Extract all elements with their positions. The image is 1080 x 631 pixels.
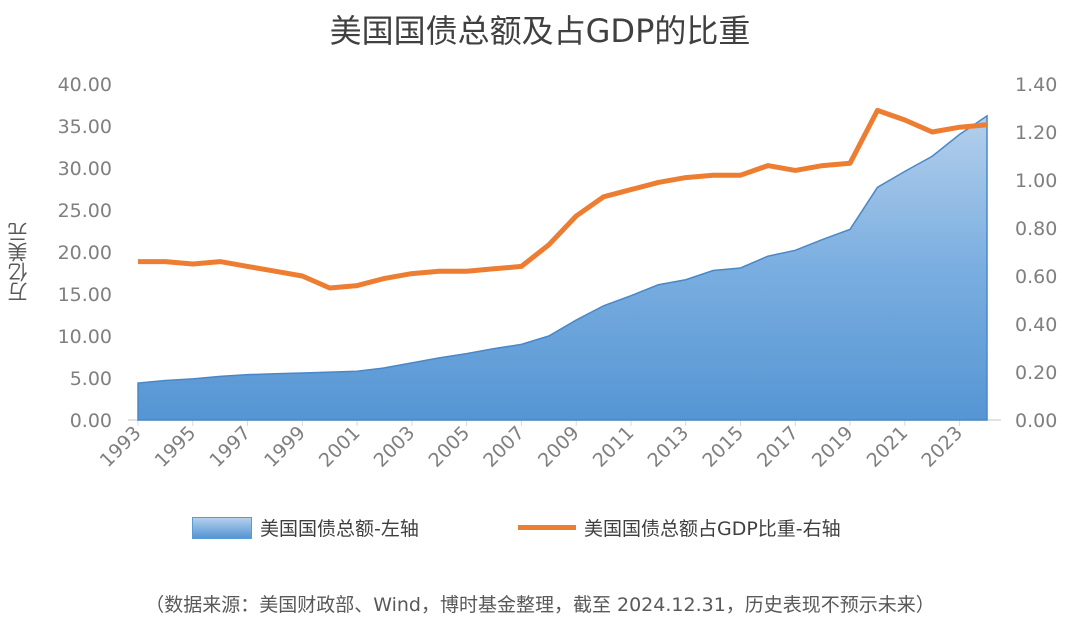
x-tick-label: 1995	[151, 422, 201, 472]
x-tick-label: 2013	[644, 422, 694, 472]
x-tick-label: 2005	[424, 422, 474, 472]
legend-item-debt: 美国国债总额-左轴	[192, 514, 419, 541]
x-tick-label: 2007	[479, 422, 529, 472]
x-tick-label: 2021	[863, 422, 913, 472]
y-tick-label: 40.00	[58, 74, 112, 96]
source-note: （数据来源：美国财政部、Wind，博时基金整理，截至 2024.12.31，历史…	[145, 594, 935, 616]
x-tick-label: 2011	[589, 422, 639, 472]
x-tick-label: 2001	[315, 422, 365, 472]
legend-label: 美国国债总额占GDP比重-右轴	[584, 518, 841, 540]
y2-tick-label: 1.00	[1015, 170, 1057, 192]
y2-tick-label: 0.60	[1015, 266, 1057, 288]
x-tick-label: 2009	[534, 422, 584, 472]
y-tick-label: 10.00	[58, 326, 112, 348]
legend-swatch-area	[192, 516, 252, 539]
x-tick-label: 1999	[260, 422, 310, 472]
x-tick-label: 2017	[753, 422, 803, 472]
y-tick-label: 0.00	[70, 410, 112, 432]
y-tick-label: 35.00	[58, 116, 112, 138]
y-tick-label: 25.00	[58, 200, 112, 222]
y-tick-label: 30.00	[58, 158, 112, 180]
x-tick-label: 2003	[370, 422, 420, 472]
y-tick-label: 15.00	[58, 284, 112, 306]
y2-tick-label: 1.20	[1015, 122, 1057, 144]
y-tick-label: 5.00	[70, 368, 112, 390]
y2-tick-label: 1.40	[1015, 74, 1057, 96]
debt-area	[137, 114, 988, 421]
x-tick-label: 2015	[698, 422, 748, 472]
x-tick-label: 2019	[808, 422, 858, 472]
y2-tick-label: 0.40	[1015, 314, 1057, 336]
legend-label: 美国国债总额-左轴	[260, 518, 419, 540]
y2-tick-label: 0.80	[1015, 218, 1057, 240]
y2-tick-label: 0.20	[1015, 362, 1057, 384]
ratio-line	[138, 107, 988, 291]
y-tick-label: 20.00	[58, 242, 112, 264]
y2-tick-label: 0.00	[1015, 410, 1057, 432]
x-tick-label: 1997	[205, 422, 255, 472]
chart-title: 美国国债总额及占GDP的比重	[329, 12, 751, 50]
legend-swatch-line	[518, 525, 576, 530]
legend-item-ratio: 美国国债总额占GDP比重-右轴	[518, 514, 841, 541]
x-tick-label: 2023	[917, 422, 967, 472]
